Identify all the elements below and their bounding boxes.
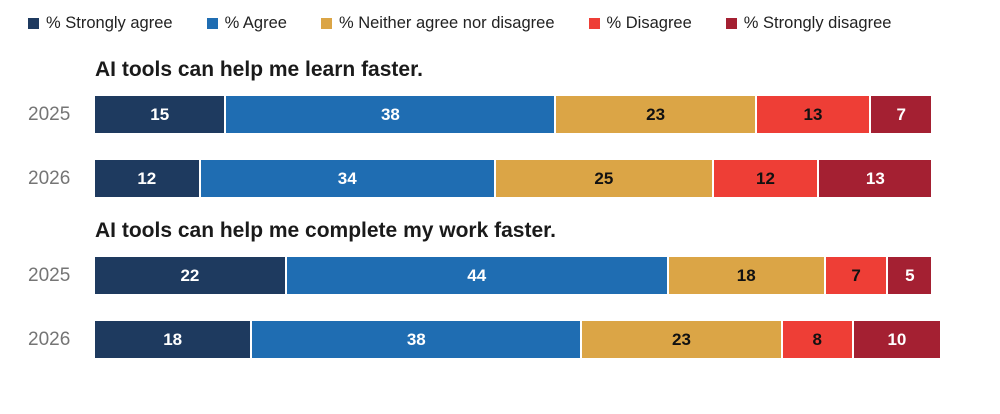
legend-swatch-icon — [206, 17, 218, 29]
segment-value: 12 — [137, 169, 157, 188]
row-label: 2026 — [28, 328, 71, 350]
segment-value: 22 — [180, 266, 200, 285]
bar-segment: 44 — [286, 257, 667, 294]
legend-swatch-icon — [28, 17, 39, 29]
segment-value: 13 — [865, 169, 885, 188]
bar-row: 2026 12 34 25 12 13 — [0, 160, 1000, 197]
legend-label: % Disagree — [606, 13, 692, 32]
bar-segment: 13 — [819, 160, 932, 197]
bar-segment: 7 — [871, 96, 932, 133]
row-label: 2026 — [28, 167, 71, 189]
row-label: 2025 — [28, 103, 71, 125]
segment-value: 18 — [163, 330, 183, 349]
legend-item: % Neither agree nor disagree — [320, 13, 555, 33]
bar-segment: 13 — [756, 96, 870, 133]
legend-label: % Neither agree nor disagree — [338, 13, 555, 32]
segment-value: 25 — [594, 169, 614, 188]
legend-swatch-icon — [725, 17, 737, 29]
bar-segment: 23 — [556, 96, 755, 133]
bar-track: 22 44 18 7 5 — [95, 257, 958, 294]
legend: % Strongly agree % Agree % Neither agree n… — [0, 10, 1000, 36]
bar-segment: 38 — [252, 321, 581, 358]
legend-item: % Strongly disagree — [725, 13, 892, 33]
chart-group: AI tools can help me learn faster. 2025 15… — [0, 58, 1000, 197]
segment-value: 34 — [337, 169, 357, 188]
segment-value: 12 — [756, 169, 775, 188]
legend-label: % Strongly agree — [46, 13, 173, 32]
row-label: 2025 — [28, 264, 71, 286]
group-title: AI tools can help me learn faster. — [95, 58, 423, 81]
legend-label: % Agree — [224, 13, 287, 32]
legend-item: % Disagree — [588, 13, 692, 33]
segment-value: 38 — [406, 330, 426, 349]
bar-segment: 25 — [495, 160, 712, 197]
bar-row: 2025 22 44 18 7 5 — [0, 257, 1000, 294]
segment-value: 23 — [646, 105, 666, 124]
bar-segment: 38 — [226, 96, 555, 133]
bar-segment: 15 — [95, 96, 225, 133]
bar-segment: 23 — [582, 321, 781, 358]
bar-segment: 10 — [853, 321, 941, 358]
segment-value: 8 — [812, 330, 822, 349]
bar-segment: 18 — [668, 257, 824, 294]
bar-track: 18 38 23 8 10 — [95, 321, 958, 358]
legend-item: % Strongly agree — [28, 14, 173, 33]
bar-segment: 8 — [782, 321, 852, 358]
segment-value: 10 — [887, 330, 907, 349]
legend-label: % Strongly disagree — [743, 13, 892, 32]
segment-value: 15 — [150, 105, 170, 124]
segment-value: 7 — [851, 266, 861, 285]
segment-value: 18 — [736, 266, 756, 285]
bar-segment: 22 — [95, 257, 285, 294]
bar-segment: 12 — [95, 160, 199, 197]
segment-value: 13 — [803, 105, 823, 124]
segment-value: 44 — [467, 266, 487, 285]
legend-item: % Agree — [206, 13, 287, 33]
legend-swatch-icon — [588, 17, 600, 29]
chart-groups: AI tools can help me learn faster. 2025 15… — [0, 58, 1000, 358]
bar-segment: 7 — [825, 257, 887, 294]
segment-value: 7 — [896, 105, 906, 124]
group-title: AI tools can help me complete my work fa… — [95, 219, 556, 242]
bar-segment: 5 — [888, 257, 932, 294]
segment-value: 38 — [380, 105, 400, 124]
segment-value: 5 — [905, 266, 915, 285]
bar-segment: 34 — [200, 160, 494, 197]
bar-segment: 18 — [95, 321, 251, 358]
bar-track: 15 38 23 13 7 — [95, 96, 958, 133]
chart-group: AI tools can help me complete my work fa… — [0, 219, 1000, 358]
segment-value: 23 — [672, 330, 691, 349]
bar-segment: 12 — [713, 160, 818, 197]
legend-swatch-icon — [320, 17, 332, 29]
bar-track: 12 34 25 12 13 — [95, 160, 958, 197]
bar-row: 2025 15 38 23 13 7 — [0, 96, 1000, 133]
bar-row: 2026 18 38 23 8 10 — [0, 321, 1000, 358]
